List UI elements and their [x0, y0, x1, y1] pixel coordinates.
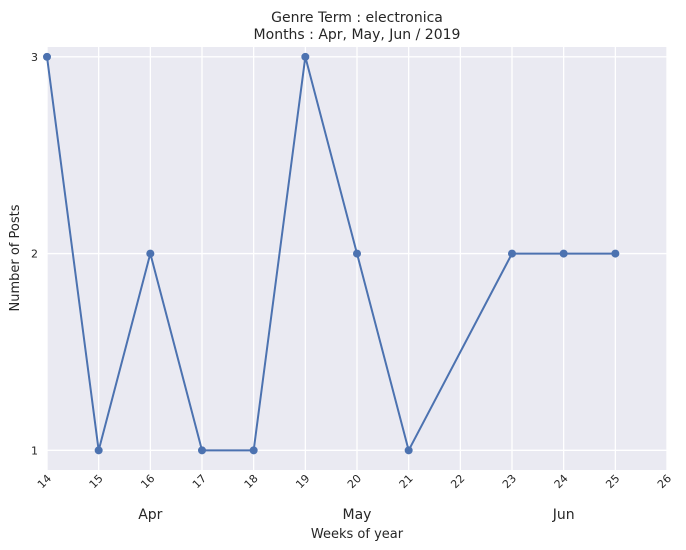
month-labels: Apr May Jun	[138, 507, 574, 523]
x-tick-label: 16	[138, 472, 157, 491]
x-tick-label: 21	[397, 472, 416, 491]
x-axis-label: Weeks of year	[311, 527, 404, 542]
y-axis-label: Number of Posts	[8, 204, 23, 311]
data-point	[611, 249, 620, 258]
x-tick-label: 24	[552, 472, 571, 491]
y-tick-label: 1	[31, 444, 38, 457]
x-tick-label: 26	[655, 472, 674, 491]
data-point	[404, 446, 413, 455]
x-tick-label: 19	[293, 472, 312, 491]
chart-subtitle: Months : Apr, May, Jun / 2019	[254, 27, 461, 43]
x-tick-label: 17	[190, 472, 209, 491]
data-point	[146, 249, 155, 258]
month-label: May	[343, 507, 372, 523]
x-tick-label: 14	[35, 472, 54, 491]
month-label: Apr	[138, 507, 162, 523]
data-point	[508, 249, 516, 258]
data-point	[301, 52, 310, 61]
x-axis-ticks: 14 15 16 17 18 19 20 21 22 23 24 25 26	[35, 472, 674, 491]
x-tick-label: 15	[87, 472, 106, 491]
data-point	[559, 249, 568, 258]
series-layer	[43, 52, 620, 455]
chart-title: Genre Term : electronica	[271, 10, 443, 26]
y-tick-label: 3	[31, 51, 38, 64]
data-point	[249, 446, 258, 455]
x-tick-label: 20	[345, 472, 364, 491]
x-tick-label: 25	[603, 472, 622, 491]
x-tick-label: 23	[500, 472, 519, 491]
data-point	[43, 52, 51, 61]
y-axis-ticks: 1 2 3	[31, 51, 38, 457]
data-point	[94, 446, 103, 455]
x-tick-label: 22	[448, 472, 467, 491]
data-point	[198, 446, 206, 455]
x-tick-label: 18	[242, 472, 261, 491]
month-label: Jun	[552, 507, 575, 523]
data-point	[353, 249, 361, 258]
y-tick-label: 2	[31, 248, 38, 261]
